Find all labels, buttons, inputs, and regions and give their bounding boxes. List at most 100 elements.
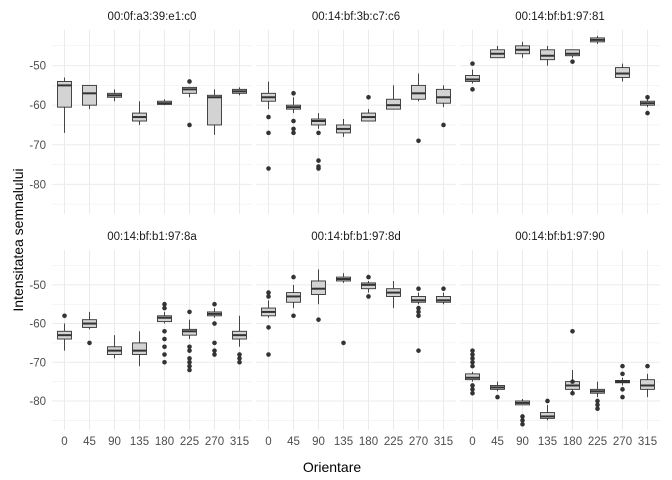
outlier-point [212,340,217,346]
box-45 [286,91,301,136]
outlier-point [416,313,421,319]
outlier-point [366,274,371,280]
y-tick-label: -60 [29,100,46,112]
box-225 [182,309,197,373]
box-45 [490,45,505,59]
outlier-point [162,336,167,342]
box-0 [465,348,480,396]
outlier-point [212,348,217,353]
x-tick-label: 315 [638,436,657,448]
outlier-point [316,317,321,322]
x-tick-label: 90 [108,436,121,448]
box-135 [336,273,351,346]
box-180 [565,328,580,396]
outlier-point [237,356,242,361]
outlier-point [162,301,167,307]
outlier-point [187,348,192,353]
outlier-point [470,352,475,357]
box-315 [640,94,655,116]
facet-title: 00:14:bf:b1:97:8a [107,231,197,243]
outlier-point [187,344,192,350]
x-axis-title: Orientare [303,459,362,475]
outlier-point [620,394,625,400]
outlier-point [266,290,271,295]
box-90 [311,269,326,322]
x-tick-label: 135 [334,436,353,448]
x-tick-label: 180 [563,436,582,448]
outlier-point [291,118,296,124]
outlier-point [470,87,475,92]
outlier-point [162,359,167,365]
outlier-point [416,138,421,144]
outlier-point [470,383,475,388]
x-tick-label: 45 [287,436,300,448]
box-45 [490,381,505,400]
outlier-point [212,301,217,307]
outlier-point [470,390,475,396]
box-270 [207,301,222,357]
facet-title: 00:14:bf:b1:97:81 [515,11,605,23]
x-tick-label: 0 [61,436,67,448]
outlier-point [416,305,421,311]
x-tick-label: 0 [469,436,475,448]
outlier-point [187,356,192,361]
outlier-point [266,325,271,330]
outlier-point [291,274,296,280]
y-axis-title: Intensitatea semnalului [10,168,26,311]
box-180 [157,301,172,365]
outlier-point [520,418,525,423]
x-tick-label: 135 [538,436,557,448]
x-tick-label: 270 [613,436,632,448]
box-270 [411,286,426,353]
box-135 [540,45,555,66]
box-315 [232,315,247,365]
outlier-point [520,414,525,419]
facet-title: 00:14:bf:b1:97:8d [311,231,401,243]
outlier-point [316,130,321,136]
box-45 [82,84,97,110]
box-45 [82,311,97,346]
box-315 [232,87,247,96]
outlier-point [645,94,650,100]
outlier-point [366,294,371,299]
box-135 [132,101,147,125]
outlier-point [470,363,475,369]
x-tick-label: 270 [205,436,224,448]
x-tick-label: 315 [434,436,453,448]
facet-panel: 00:14:bf:b1:97:8d 0 45 90 135 180 225 270 315 [256,231,456,448]
box-90 [515,41,530,58]
facet-title: 00:0f:a3:39:e1:c0 [108,11,197,23]
outlier-point [416,286,421,292]
outlier-point [291,313,296,319]
outlier-point [495,394,500,400]
box-135 [132,331,147,367]
outlier-point [470,61,475,66]
outlier-point [87,340,92,346]
box-270 [615,363,630,400]
facet-panel: 00:14:bf:3b:c7:c6 [256,11,456,214]
outlier-point [266,114,271,120]
box-0 [261,81,276,171]
outlier-point [162,352,167,357]
y-tick-label: -70 [29,357,46,369]
box-90 [515,399,530,427]
x-tick-label: 45 [491,436,504,448]
outlier-point [187,359,192,365]
outlier-point [620,371,625,377]
facet-panel: 00:14:bf:b1:97:8a -50 -60 -70 -80 0 45 90 135 180… [29,231,252,448]
outlier-point [212,321,217,326]
x-tick-label: 90 [516,436,529,448]
outlier-point [162,344,167,350]
box-135 [336,119,351,137]
outlier-point [291,130,296,136]
outlier-point [620,363,625,369]
x-tick-label: 270 [409,436,428,448]
box-315 [436,85,451,128]
outlier-point [595,406,600,412]
outlier-point [570,390,575,396]
outlier-point [266,352,271,357]
outlier-point [316,158,321,163]
outlier-point [316,166,321,171]
y-tick-label: -80 [29,179,46,191]
